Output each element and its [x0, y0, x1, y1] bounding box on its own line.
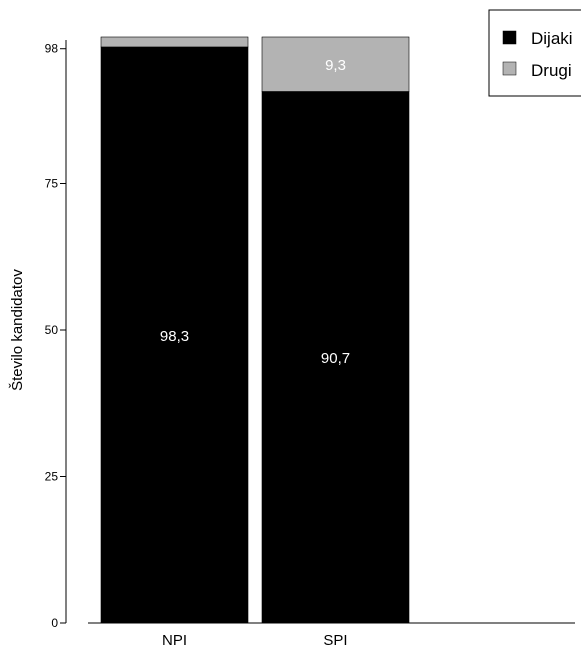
y-tick-label: 25 — [45, 470, 59, 484]
data-label-dijaki-spi: 90,7 — [321, 350, 350, 367]
y-tick-label: 50 — [45, 323, 59, 337]
y-tick-label: 75 — [45, 177, 59, 191]
legend-swatch-drugi — [502, 61, 517, 76]
bars — [100, 36, 410, 624]
legend-label-drugi: Drugi — [531, 61, 572, 80]
x-tick-label-spi: SPI — [323, 632, 347, 649]
data-label-dijaki-npi: 98,3 — [160, 328, 189, 345]
legend: Dijaki Drugi — [488, 9, 581, 97]
y-tick-label: 98 — [45, 42, 59, 56]
bar-drugi-npi — [100, 36, 249, 48]
legend-swatch-dijaki — [502, 30, 517, 45]
data-label-drugi-spi: 9,3 — [325, 57, 346, 74]
x-labels: NPI SPI — [162, 632, 348, 649]
bar-dijaki-npi — [100, 46, 249, 624]
x-tick-label-npi: NPI — [162, 632, 187, 649]
legend-label-dijaki: Dijaki — [531, 29, 573, 48]
y-ticks: 0 25 50 75 98 — [45, 42, 66, 630]
bar-drugi-spi — [261, 36, 410, 92]
y-tick-label: 0 — [51, 616, 58, 630]
bar-dijaki-spi — [261, 91, 410, 624]
legend-box — [488, 9, 581, 97]
y-axis-title: Število kandidatov — [9, 269, 26, 391]
data-labels: 98,3 90,7 9,3 — [160, 57, 350, 367]
